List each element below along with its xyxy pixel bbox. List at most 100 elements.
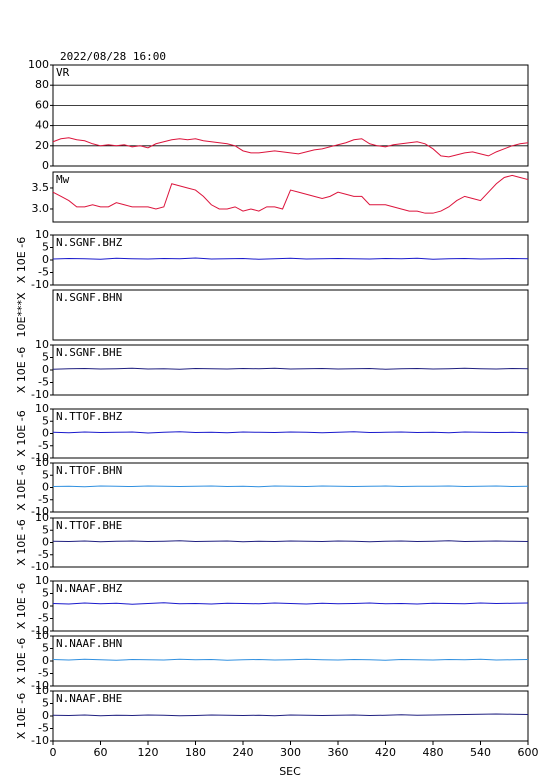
x-tick-label: 600: [518, 746, 539, 759]
chart-title: 2022/08/28 16:00: [60, 50, 166, 63]
panel-frame: [52, 289, 529, 341]
panel-label: N.TTOF.BHZ: [56, 410, 123, 423]
y-tick-label: -10: [31, 624, 49, 637]
y-axis-label: X 10E -6: [15, 347, 28, 393]
y-tick-label: 0: [42, 654, 49, 667]
data-line: [52, 658, 529, 661]
panel-label: N.TTOF.BHE: [56, 519, 122, 532]
panel-frame: [52, 64, 529, 167]
panel-frame: [52, 408, 529, 459]
y-tick-label: -10: [31, 505, 49, 518]
y-tick-label: 10: [35, 402, 49, 415]
y-tick-label: 3.5: [32, 181, 50, 194]
y-tick-label: 5: [42, 414, 49, 427]
y-tick-label: -10: [31, 451, 49, 464]
data-line: [52, 485, 529, 488]
y-tick-label: 5: [42, 241, 49, 254]
x-tick-label: 300: [280, 746, 301, 759]
y-tick-label: 10: [35, 629, 49, 642]
x-tick-label: 180: [185, 746, 206, 759]
y-tick-label: 0: [42, 536, 49, 549]
panel-frame: [52, 344, 529, 396]
x-tick-label: 540: [470, 746, 491, 759]
y-tick-label: 80: [35, 78, 49, 91]
y-tick-label: -5: [38, 376, 49, 389]
y-tick-label: -5: [38, 493, 49, 506]
y-tick-label: -10: [31, 679, 49, 692]
panel-label: N.NAAF.BHE: [56, 692, 122, 705]
data-line: [52, 602, 529, 605]
y-axis-label: X 10E -6: [15, 410, 28, 456]
data-line: [52, 137, 529, 158]
x-tick-label: 420: [375, 746, 396, 759]
panel-frame: [52, 635, 529, 687]
y-tick-label: -10: [31, 560, 49, 573]
y-tick-label: -5: [38, 439, 49, 452]
y-tick-label: 0: [42, 709, 49, 722]
y-tick-label: 10: [35, 228, 49, 241]
data-line: [52, 367, 529, 370]
y-tick-label: 10: [35, 511, 49, 524]
y-tick-label: -5: [38, 266, 49, 279]
y-tick-label: 20: [35, 139, 49, 152]
y-tick-label: 5: [42, 697, 49, 710]
panel-frame: [52, 690, 529, 742]
y-tick-label: 0: [42, 427, 49, 440]
y-tick-label: -5: [38, 667, 49, 680]
y-tick-label: 5: [42, 351, 49, 364]
panel-label: N.SGNF.BHN: [56, 291, 122, 304]
panel-label: VR: [56, 66, 70, 79]
y-tick-label: 5: [42, 642, 49, 655]
y-tick-label: 10: [35, 684, 49, 697]
y-tick-label: -10: [31, 388, 49, 401]
panel-frame: [52, 171, 529, 223]
panel-label: N.TTOF.BHN: [56, 464, 122, 477]
y-tick-label: 10: [35, 338, 49, 351]
panel-frame: [52, 580, 529, 632]
y-tick-label: 60: [35, 98, 49, 111]
y-tick-label: 0: [42, 253, 49, 266]
y-axis-label: X 10E -6: [15, 464, 28, 510]
y-tick-label: -5: [38, 612, 49, 625]
x-tick-label: 480: [423, 746, 444, 759]
y-tick-label: 0: [42, 363, 49, 376]
y-tick-label: 3.0: [32, 202, 50, 215]
y-tick-label: 0: [42, 599, 49, 612]
y-tick-label: -10: [31, 278, 49, 291]
y-axis-label: X 10E -6: [15, 583, 28, 629]
panel-frame: [52, 462, 529, 513]
x-tick-label: 0: [50, 746, 57, 759]
y-tick-label: 10: [35, 456, 49, 469]
x-tick-label: 360: [328, 746, 349, 759]
y-axis-label: X 10E -6: [15, 519, 28, 565]
data-line: [52, 713, 529, 717]
y-axis-label: 10E***X: [15, 292, 28, 337]
data-line: [52, 540, 529, 543]
data-line: [52, 431, 529, 434]
y-axis-label: X 10E -6: [15, 237, 28, 283]
y-tick-label: -5: [38, 722, 49, 735]
y-tick-label: -5: [38, 548, 49, 561]
data-line: [52, 174, 529, 214]
panel-label: N.NAAF.BHN: [56, 637, 122, 650]
x-tick-label: 60: [94, 746, 108, 759]
panel-label: N.SGNF.BHZ: [56, 236, 123, 249]
x-tick-label: 240: [233, 746, 254, 759]
panel-frame: [52, 517, 529, 568]
y-tick-label: 100: [28, 58, 49, 71]
y-tick-label: -10: [31, 734, 49, 747]
data-line: [52, 257, 529, 260]
x-axis-label: SEC: [279, 765, 301, 778]
x-tick-label: 120: [138, 746, 159, 759]
panel-label: N.NAAF.BHZ: [56, 582, 123, 595]
panel-frame: [52, 234, 529, 286]
y-tick-label: 5: [42, 523, 49, 536]
y-tick-label: 10: [35, 574, 49, 587]
y-tick-label: 5: [42, 468, 49, 481]
panel-label: N.SGNF.BHE: [56, 346, 122, 359]
y-tick-label: 5: [42, 587, 49, 600]
y-axis-label: X 10E -6: [15, 638, 28, 684]
panel-label: Mw: [56, 173, 70, 186]
y-tick-label: 40: [35, 119, 49, 132]
